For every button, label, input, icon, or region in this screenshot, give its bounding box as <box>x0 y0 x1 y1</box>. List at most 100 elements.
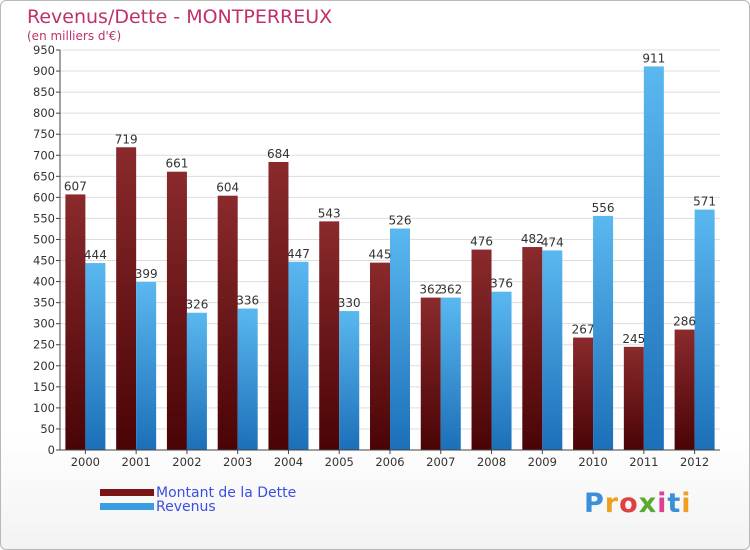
bars <box>65 66 715 450</box>
x-tick-label: 2008 <box>477 455 506 469</box>
value-label: 482 <box>521 232 544 246</box>
x-tick-label: 2006 <box>375 455 404 469</box>
y-tick-label: 350 <box>33 296 55 310</box>
x-tick-label: 2005 <box>325 455 354 469</box>
value-label: 330 <box>338 296 361 310</box>
logo-letter: t <box>667 488 682 519</box>
bar-dette-2011 <box>623 346 644 450</box>
value-label: 543 <box>318 206 341 220</box>
y-tick-label: 50 <box>40 422 55 436</box>
y-tick-label: 100 <box>33 401 55 415</box>
value-label: 245 <box>622 332 645 346</box>
bar-revenus-2002 <box>186 312 207 450</box>
proxiti-logo: Proxiti <box>584 488 692 519</box>
value-label: 336 <box>236 294 259 308</box>
legend-swatch-revenus <box>100 503 154 510</box>
y-tick-label: 200 <box>33 359 55 373</box>
y-tick-label: 450 <box>33 254 55 268</box>
value-label: 604 <box>216 181 239 195</box>
x-tick-label: 2001 <box>122 455 151 469</box>
value-label: 286 <box>673 315 696 329</box>
bar-revenus-2006 <box>390 228 410 450</box>
logo-letter: o <box>619 488 639 519</box>
x-tick-label: 2011 <box>629 455 658 469</box>
y-tick-label: 250 <box>33 338 55 352</box>
y-tick-label: 600 <box>33 190 55 204</box>
bar-dette-2012 <box>674 329 695 450</box>
x-tick-label: 2012 <box>680 455 709 469</box>
value-label: 661 <box>165 157 188 171</box>
x-tick-label: 2000 <box>71 455 100 469</box>
value-labels: 607 444 719 399 661 326 604 336 684 447 543 330 445 5… <box>64 51 716 345</box>
logo-letter: r <box>604 488 620 519</box>
bar-dette-2009 <box>522 247 543 450</box>
bar-revenus-2007 <box>440 297 461 450</box>
y-tick-label: 800 <box>33 106 55 120</box>
y-tick-label: 400 <box>33 275 55 289</box>
legend-label-revenus: Revenus <box>156 499 216 515</box>
x-tick-label: 2004 <box>274 455 303 469</box>
y-tick-label: 750 <box>33 127 55 141</box>
bar-dette-2010 <box>573 337 594 450</box>
x-tick-label: 2010 <box>578 455 607 469</box>
value-label: 556 <box>592 201 615 215</box>
value-label: 444 <box>84 248 107 262</box>
x-tick-label: 2003 <box>223 455 252 469</box>
y-tick-label: 850 <box>33 85 55 99</box>
y-tick-label: 300 <box>33 317 55 331</box>
bar-dette-2006 <box>370 262 390 450</box>
bar-revenus-2008 <box>491 291 512 450</box>
value-label: 326 <box>185 298 208 312</box>
value-label: 526 <box>389 214 412 228</box>
chart-subtitle: (en milliers d'€) <box>27 29 122 43</box>
bar-revenus-2001 <box>136 282 157 450</box>
bar-dette-2005 <box>319 221 340 450</box>
bar-dette-2004 <box>268 162 289 450</box>
y-tick-label: 950 <box>33 43 55 57</box>
value-label: 607 <box>64 179 87 193</box>
bar-revenus-2000 <box>85 263 106 450</box>
value-label: 267 <box>572 323 595 337</box>
axes: 0 50 100 150 200 250 300 350 400 450 500 550 600 650 7… <box>33 43 720 469</box>
value-label: 476 <box>470 235 493 249</box>
legend-swatch-dette <box>100 489 154 496</box>
logo-letter: i <box>657 488 668 519</box>
bar-revenus-2009 <box>542 250 563 450</box>
chart-title: Revenus/Dette - MONTPERREUX <box>27 6 333 28</box>
bar-dette-2000 <box>65 194 86 450</box>
logo-letter: i <box>681 488 692 519</box>
value-label: 362 <box>419 283 442 297</box>
bar-revenus-2011 <box>643 66 664 450</box>
bar-revenus-2003 <box>237 308 258 450</box>
bar-dette-2008 <box>471 249 492 450</box>
bar-dette-2001 <box>116 147 137 450</box>
value-label: 447 <box>287 247 310 261</box>
y-tick-label: 900 <box>33 64 55 78</box>
bar-revenus-2005 <box>339 311 360 450</box>
value-label: 399 <box>135 267 158 281</box>
y-tick-label: 500 <box>33 232 55 246</box>
bar-revenus-2012 <box>694 209 715 450</box>
value-label: 684 <box>267 147 290 161</box>
x-tick-label: 2009 <box>528 455 557 469</box>
y-tick-label: 650 <box>33 169 55 183</box>
y-tick-label: 0 <box>48 443 55 457</box>
value-label: 571 <box>693 195 716 209</box>
y-tick-label: 550 <box>33 211 55 225</box>
bar-revenus-2004 <box>288 261 309 450</box>
x-tick-label: 2002 <box>172 455 201 469</box>
value-label: 376 <box>490 277 513 291</box>
value-label: 362 <box>439 283 462 297</box>
value-label: 719 <box>115 132 138 146</box>
bar-dette-2002 <box>166 171 187 450</box>
value-label: 445 <box>369 248 392 262</box>
y-tick-label: 700 <box>33 148 55 162</box>
logo-letter: x <box>638 488 658 519</box>
bar-revenus-2010 <box>593 215 614 450</box>
x-tick-label: 2007 <box>426 455 455 469</box>
value-label: 911 <box>642 51 665 65</box>
bar-dette-2007 <box>420 297 441 450</box>
bar-dette-2003 <box>217 195 238 450</box>
legend-label-dette: Montant de la Dette <box>156 485 297 501</box>
